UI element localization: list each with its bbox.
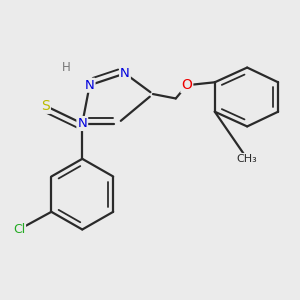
Text: O: O: [182, 78, 192, 92]
Text: CH₃: CH₃: [237, 154, 257, 164]
Text: Cl: Cl: [13, 223, 25, 236]
Text: N: N: [77, 117, 87, 130]
Text: N: N: [85, 79, 94, 92]
Text: H: H: [62, 61, 70, 74]
Text: N: N: [120, 67, 130, 80]
Text: S: S: [41, 99, 50, 113]
